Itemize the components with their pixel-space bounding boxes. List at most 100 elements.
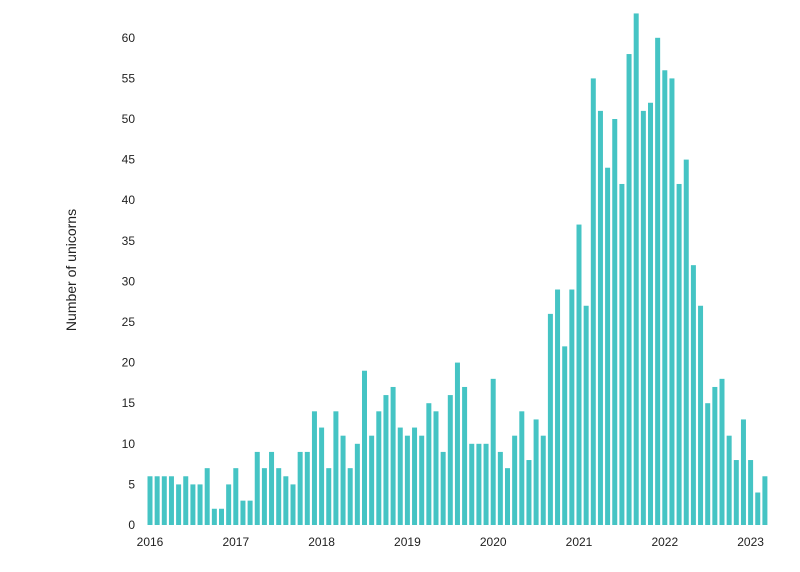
- bar: [347, 468, 353, 525]
- bar: [505, 468, 510, 525]
- bar: [612, 119, 618, 525]
- bar: [226, 484, 232, 525]
- bar: [669, 78, 675, 526]
- bar: [547, 313, 553, 525]
- y-tick-label: 20: [122, 356, 136, 370]
- bar: [211, 508, 217, 525]
- bar: [168, 476, 174, 525]
- bar: [383, 395, 389, 525]
- y-tick-label: 45: [122, 153, 136, 167]
- bar: [519, 411, 525, 525]
- bar: [476, 443, 482, 525]
- x-tick-label: 2016: [137, 535, 164, 549]
- bar: [176, 484, 182, 525]
- bar: [648, 102, 653, 525]
- bar: [219, 508, 224, 525]
- bar: [197, 484, 203, 525]
- bar: [376, 411, 382, 525]
- x-axis-ticks: 2016 2017 2018 2019 2020 2021 2022 2023: [137, 535, 765, 549]
- y-tick-label: 15: [122, 396, 136, 410]
- bar: [562, 346, 568, 525]
- bar: [247, 500, 253, 525]
- x-tick-label: 2021: [566, 535, 593, 549]
- bar-series: [147, 13, 768, 526]
- bar: [362, 370, 367, 525]
- bar: [490, 378, 496, 525]
- bar: [283, 476, 289, 525]
- bar: [319, 427, 325, 525]
- bar: [426, 403, 432, 525]
- bar: [640, 110, 646, 525]
- y-tick-label: 40: [122, 193, 136, 207]
- bar: [655, 37, 661, 526]
- bar: [412, 427, 418, 525]
- bar: [683, 159, 689, 525]
- bar: [204, 468, 210, 525]
- y-tick-label: 50: [122, 112, 136, 126]
- bar: [497, 451, 503, 525]
- bar: [154, 476, 160, 525]
- x-tick-label: 2020: [480, 535, 507, 549]
- bar: [555, 289, 561, 525]
- bar: [590, 78, 596, 526]
- bar: [583, 305, 589, 525]
- bar: [597, 110, 603, 525]
- bar: [576, 224, 582, 525]
- bar: [447, 395, 453, 525]
- bar: [419, 435, 425, 525]
- bar: [433, 411, 439, 525]
- bar: [311, 411, 317, 525]
- bar: [619, 183, 625, 525]
- y-tick-label: 30: [122, 274, 136, 288]
- x-tick-label: 2018: [308, 535, 335, 549]
- bar: [233, 468, 239, 525]
- y-axis-label: Number of unicorns: [63, 209, 79, 331]
- bar: [276, 468, 282, 525]
- bar: [240, 500, 246, 525]
- bar: [762, 476, 768, 525]
- bar: [290, 484, 296, 525]
- y-axis-ticks: 0 5 10 15 20 25 30 35 40 45 50 55 60: [122, 31, 136, 532]
- bar: [333, 411, 339, 525]
- bar: [147, 476, 153, 525]
- bar: [440, 451, 446, 525]
- bar: [462, 386, 468, 525]
- bar: [404, 435, 410, 525]
- bar: [354, 443, 360, 525]
- x-tick-label: 2023: [737, 535, 764, 549]
- y-tick-label: 60: [122, 31, 136, 45]
- bar: [705, 403, 711, 525]
- y-tick-label: 10: [122, 437, 136, 451]
- bar: [633, 13, 639, 525]
- y-tick-label: 25: [122, 315, 136, 329]
- bar: [397, 427, 403, 525]
- bar: [304, 451, 310, 525]
- bar: [533, 419, 539, 525]
- bar: [190, 484, 196, 525]
- bar: [605, 167, 611, 525]
- bar: [269, 451, 275, 525]
- x-tick-label: 2022: [651, 535, 678, 549]
- bar: [526, 460, 532, 525]
- bar: [512, 435, 518, 525]
- bar: [469, 443, 475, 525]
- bar: [676, 183, 682, 525]
- y-tick-label: 35: [122, 234, 136, 248]
- bar: [326, 468, 332, 525]
- bar: [726, 435, 732, 525]
- bar: [261, 468, 267, 525]
- bar: [297, 451, 303, 525]
- bar: [454, 362, 460, 525]
- bar: [183, 476, 189, 525]
- bar: [626, 54, 632, 525]
- bar: [254, 451, 260, 525]
- bar: [569, 289, 575, 525]
- x-tick-label: 2017: [222, 535, 249, 549]
- y-tick-label: 55: [122, 71, 136, 85]
- x-tick-label: 2019: [394, 535, 421, 549]
- bar: [483, 443, 489, 525]
- bar: [540, 435, 546, 525]
- bar: [712, 386, 718, 525]
- bar: [690, 265, 696, 525]
